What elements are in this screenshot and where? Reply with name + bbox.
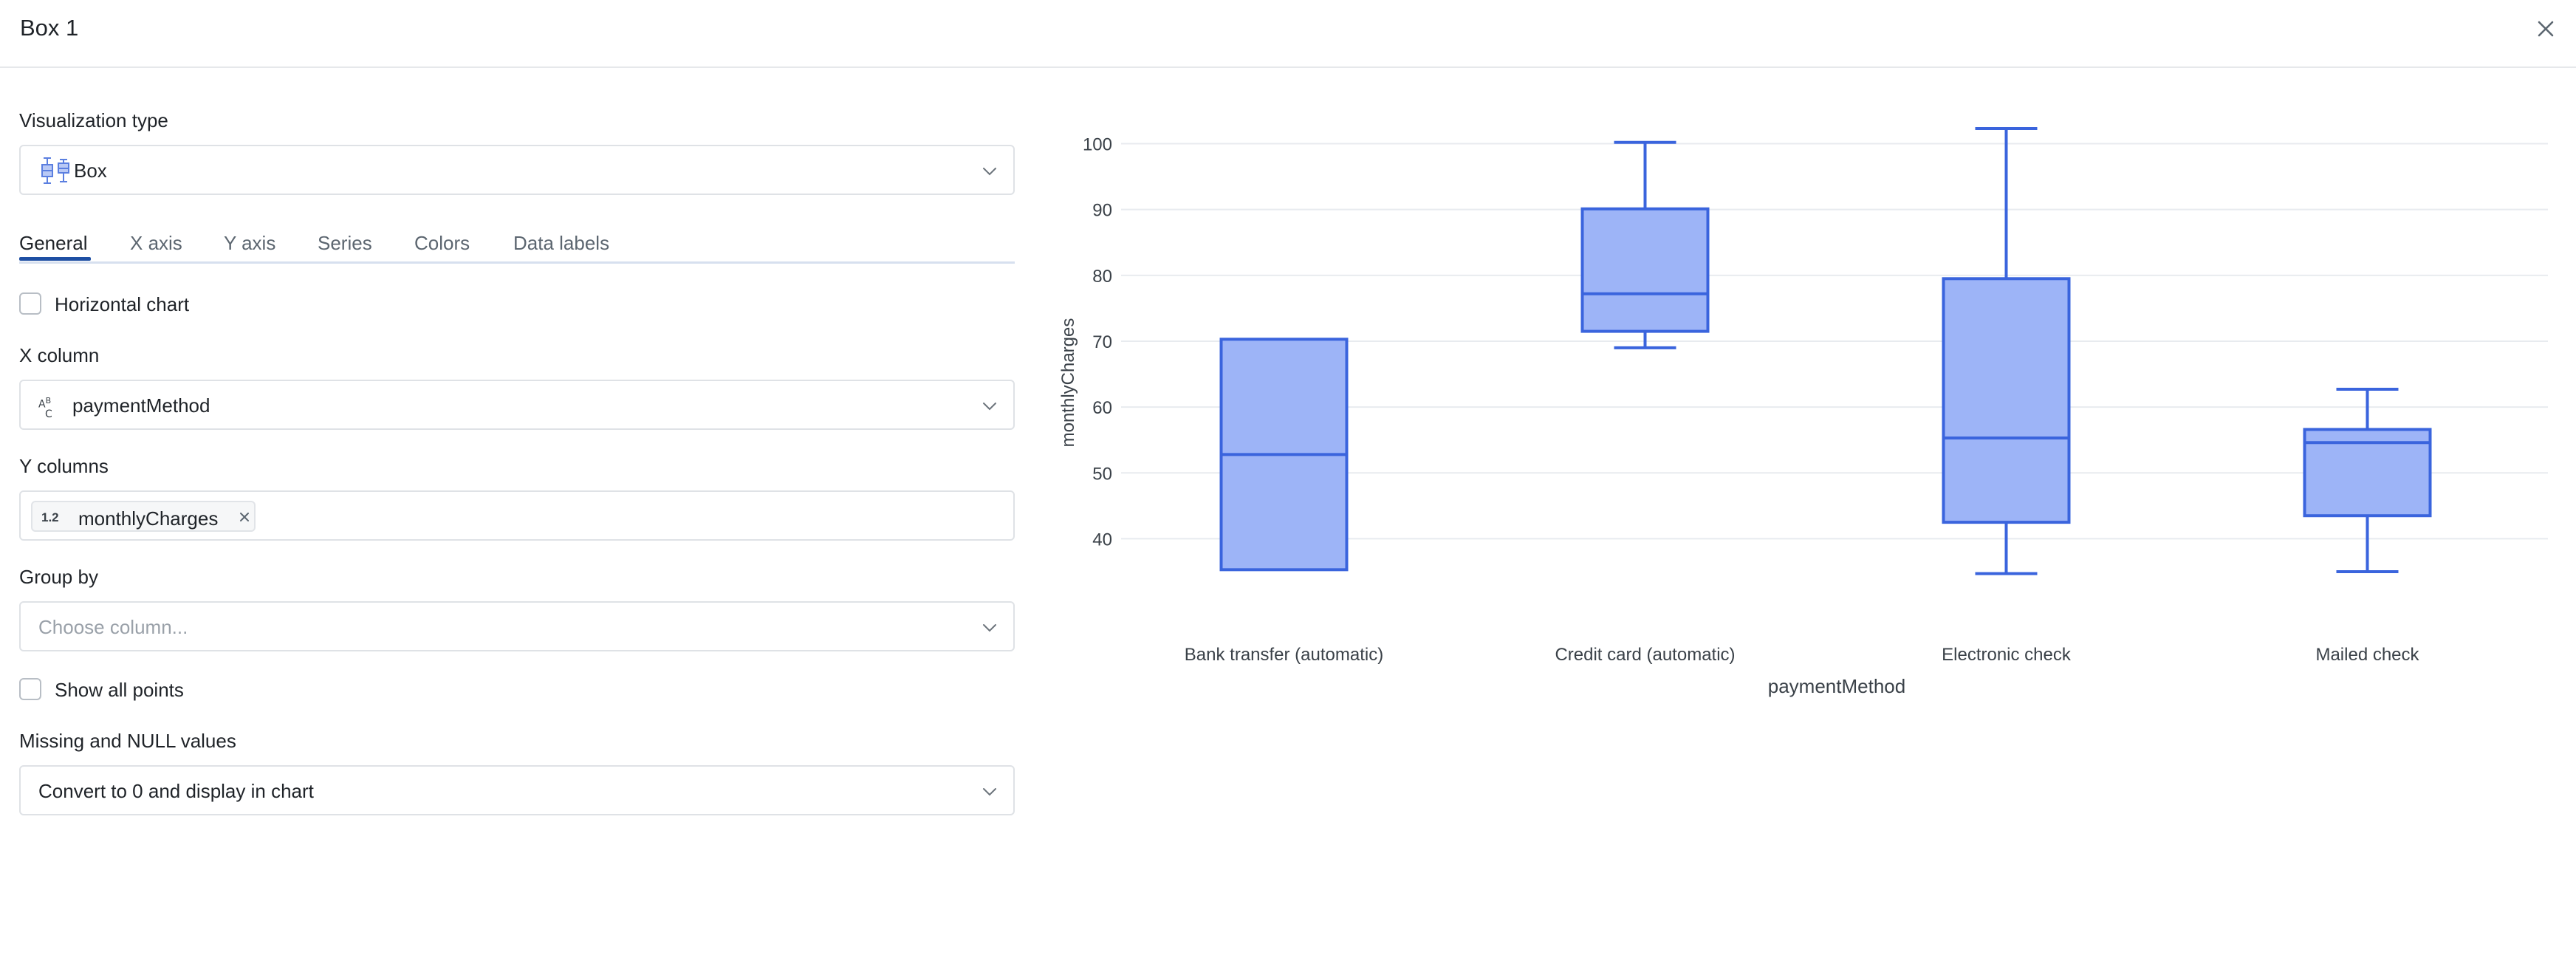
tab-data-labels[interactable]: Data labels <box>513 232 610 254</box>
x-tick-label: Mailed check <box>2315 645 2419 665</box>
show-all-points-checkbox[interactable] <box>19 678 41 700</box>
y-tick-label: 50 <box>1092 464 1112 484</box>
y-tick-label: 40 <box>1092 530 1112 550</box>
y-axis-title: monthlyCharges <box>1058 318 1078 448</box>
string-type-icon: AB C <box>38 396 52 420</box>
y-tick-label: 80 <box>1092 267 1112 287</box>
x-column-select[interactable]: AB C paymentMethod <box>19 380 1015 430</box>
y-tick-label: 70 <box>1092 332 1112 352</box>
chevron-down-icon <box>979 617 1000 638</box>
missing-values-value: Convert to 0 and display in chart <box>38 780 314 802</box>
y-columns-label: Y columns <box>19 455 109 477</box>
dialog-header: Box 1 <box>0 0 2576 68</box>
visualization-type-label: Visualization type <box>19 109 168 131</box>
settings-panel: Visualization type Box General X axis Y … <box>19 68 1015 972</box>
missing-values-label: Missing and NULL values <box>19 730 236 752</box>
active-tab-indicator <box>19 257 91 261</box>
tab-y-axis[interactable]: Y axis <box>224 232 276 254</box>
remove-chip-icon[interactable] <box>236 509 253 525</box>
box-plot-chart: 40 50 60 70 80 90 100 Bank transfer (automatic)… <box>1034 111 2576 761</box>
y-tick-label: 90 <box>1092 201 1112 221</box>
chevron-down-icon <box>979 396 1000 417</box>
x-column-label: X column <box>19 344 100 366</box>
box-chart-type-icon <box>41 157 69 184</box>
visualization-type-value: Box <box>74 160 107 182</box>
box-iqr <box>1580 207 1710 333</box>
x-tick-label: Bank transfer (automatic) <box>1185 645 1383 665</box>
box-plot-svg: 40 50 60 70 80 90 100 Bank transfer (automatic)… <box>1058 127 2548 697</box>
y-column-chip-label: monthlyCharges <box>78 507 219 530</box>
tab-series[interactable]: Series <box>318 232 372 254</box>
y-tick-label: 60 <box>1092 398 1112 418</box>
tab-general[interactable]: General <box>19 232 88 254</box>
horizontal-chart-label: Horizontal chart <box>55 293 190 315</box>
box-iqr <box>1942 277 2071 524</box>
dialog-title: Box 1 <box>20 15 79 41</box>
horizontal-chart-checkbox[interactable] <box>19 292 41 315</box>
x-axis-title: paymentMethod <box>1768 675 1905 697</box>
numeric-type-badge: 1.2 <box>41 510 59 524</box>
x-column-value: paymentMethod <box>72 394 210 417</box>
y-column-chip: 1.2 monthlyCharges <box>31 501 256 532</box>
x-tick-label: Credit card (automatic) <box>1555 645 1735 665</box>
tab-colors[interactable]: Colors <box>414 232 470 254</box>
visualization-type-select[interactable]: Box <box>19 145 1015 195</box>
group-by-label: Group by <box>19 566 98 588</box>
chevron-down-icon <box>979 161 1000 182</box>
y-columns-select[interactable]: 1.2 monthlyCharges <box>19 490 1015 541</box>
tab-x-axis[interactable]: X axis <box>130 232 182 254</box>
x-tick-label: Electronic check <box>1942 645 2072 665</box>
show-all-points-label: Show all points <box>55 679 184 701</box>
close-icon[interactable] <box>2529 12 2563 46</box>
settings-tabs: General X axis Y axis Series Colors Data… <box>19 225 1015 264</box>
y-tick-label: 100 <box>1083 135 1112 155</box>
group-by-placeholder: Choose column... <box>38 616 188 638</box>
missing-values-select[interactable]: Convert to 0 and display in chart <box>19 765 1015 815</box>
group-by-select[interactable]: Choose column... <box>19 601 1015 651</box>
chevron-down-icon <box>979 781 1000 802</box>
